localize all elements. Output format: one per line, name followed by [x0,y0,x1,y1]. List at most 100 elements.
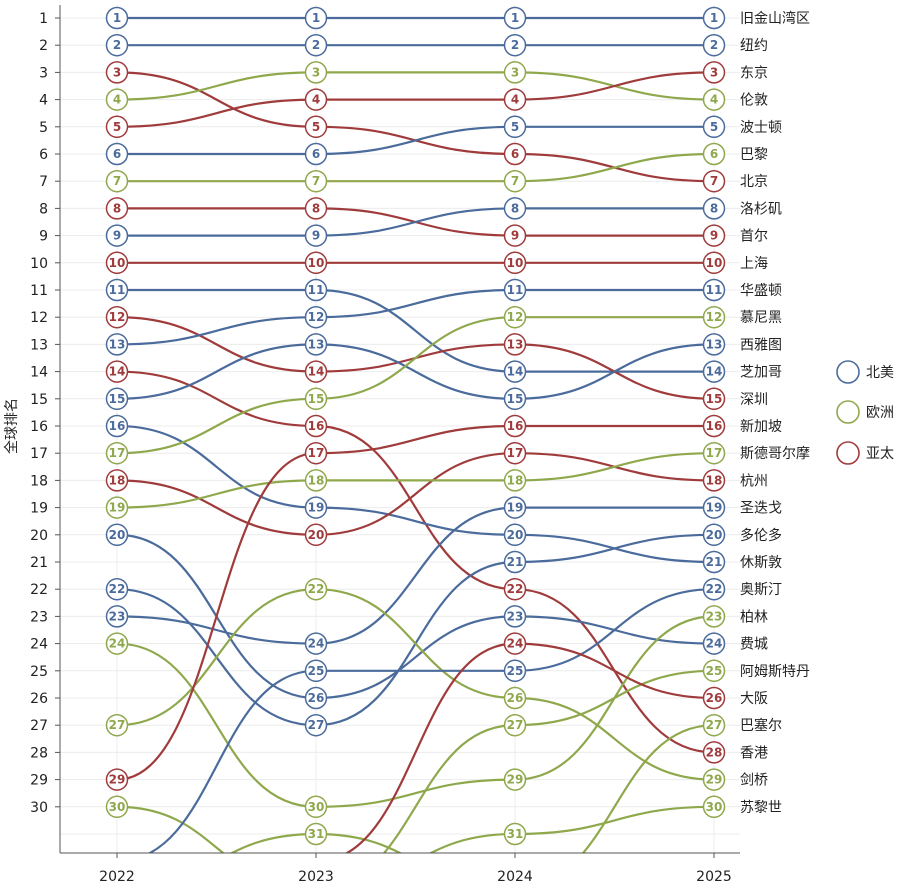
y-tick-label: 13 [30,337,48,353]
rank-marker-label: 22 [109,582,126,596]
rank-marker-label: 14 [507,365,524,379]
y-tick-label: 8 [39,201,48,217]
rank-marker [105,88,129,111]
rank-marker-label: 13 [706,337,723,351]
rank-marker [503,88,527,111]
y-tick-label: 27 [30,718,48,734]
rank-marker-label: 8 [511,201,519,215]
rank-marker-label: 14 [109,365,126,379]
city-label: 大阪 [740,691,768,707]
city-label: 休斯敦 [740,555,782,571]
rank-marker-label: 7 [511,174,519,188]
rank-marker [702,360,726,383]
rank-marker [702,333,726,356]
city-label: 圣迭戈 [740,501,782,517]
rank-marker [702,605,726,628]
rank-marker-label: 30 [308,800,325,814]
series-line [116,615,715,808]
rank-marker-label: 2 [312,38,320,52]
rank-marker-label: 12 [507,310,524,324]
rank-marker-label: 15 [308,392,325,406]
rank-marker [105,278,129,302]
series-line [116,288,714,346]
rank-marker-label: 3 [312,65,320,79]
rank-marker [503,224,527,247]
y-tick-label: 6 [39,147,48,163]
rank-marker-label: 3 [113,65,121,79]
series-line [344,642,715,853]
city-label: 上海 [740,256,768,272]
rank-marker [105,224,129,247]
rank-marker [304,523,328,547]
y-tick-label: 19 [30,501,48,517]
rank-marker-label: 20 [507,528,524,542]
rank-marker-label: 9 [113,229,121,243]
rank-marker-label: 18 [308,473,325,487]
rank-marker-label: 26 [706,691,723,705]
rank-marker [304,441,328,465]
rank-marker-label: 4 [710,93,718,107]
rank-marker [702,713,726,737]
y-tick-label: 5 [39,120,48,136]
rank-marker [304,795,328,819]
rank-marker-label: 18 [507,473,524,487]
rank-marker-label: 10 [109,256,126,270]
rank-marker-label: 24 [706,637,723,651]
series-line [116,452,715,509]
series-line [147,588,715,853]
legend-label: 北美 [866,365,894,381]
y-tick-label: 25 [30,664,48,680]
rank-marker-label: 2 [113,38,121,52]
rank-marker [503,115,527,139]
rank-marker [702,169,726,193]
rank-marker-label: 10 [706,256,723,270]
rank-marker [304,251,328,275]
city-label: 新加坡 [740,419,782,435]
x-tick-label: 2024 [497,869,533,885]
rank-marker-label: 23 [109,609,126,623]
rank-marker-label: 24 [109,637,126,651]
rank-marker-label: 13 [507,337,524,351]
rank-marker-label: 16 [507,419,524,433]
rank-marker-label: 16 [109,419,126,433]
rank-marker [503,142,527,166]
rank-marker-label: 26 [507,691,524,705]
rank-marker [702,305,726,329]
rank-marker-label: 9 [710,229,718,243]
rank-marker [105,333,129,356]
rank-marker-label: 15 [706,392,723,406]
rank-marker [304,278,328,302]
city-label: 巴黎 [740,147,768,163]
rank-marker-label: 21 [706,555,723,569]
rank-marker [702,659,726,683]
rank-marker [702,686,726,710]
rank-marker-label: 22 [308,582,325,596]
rank-marker [304,6,328,30]
city-label: 香港 [740,745,768,761]
rank-marker-label: 8 [710,201,718,215]
rank-marker [105,632,129,655]
city-label: 斯德哥尔摩 [740,445,810,462]
rank-marker-label: 16 [308,419,325,433]
rank-marker-label: 6 [113,147,121,161]
rank-marker [702,550,726,574]
y-tick-label: 16 [30,419,48,435]
series-line [229,724,715,853]
rank-marker [304,360,328,383]
rank-marker [105,768,129,791]
rank-marker-label: 30 [109,800,126,814]
rank-marker [304,169,328,193]
rank-marker [304,224,328,247]
y-tick-label: 9 [39,229,48,245]
rank-marker-label: 17 [706,446,723,460]
y-tick-label: 28 [30,745,48,761]
city-label: 波士顿 [740,120,782,136]
rank-marker-label: 16 [706,419,723,433]
rank-marker-label: 27 [507,718,524,732]
rank-marker-label: 24 [308,637,325,651]
rank-marker [702,197,726,220]
y-tick-label: 10 [30,256,48,272]
